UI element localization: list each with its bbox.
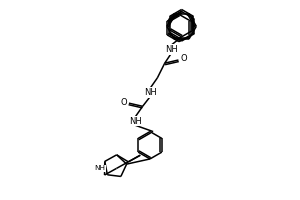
Text: NH: NH bbox=[165, 45, 177, 54]
Text: NH: NH bbox=[94, 165, 105, 171]
Text: NH: NH bbox=[144, 88, 156, 97]
Text: O: O bbox=[180, 54, 187, 63]
Text: O: O bbox=[120, 98, 127, 107]
Text: NH: NH bbox=[129, 117, 142, 126]
